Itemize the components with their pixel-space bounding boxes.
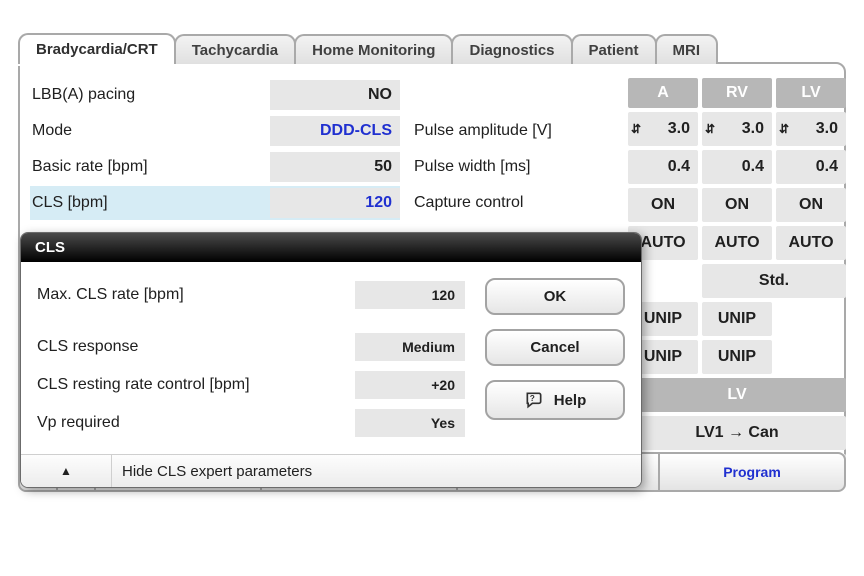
param-value: 120 — [270, 188, 400, 218]
lv-section-header: LV — [628, 378, 846, 412]
param-label: LBB(A) pacing — [30, 86, 270, 104]
cell-unip-2b[interactable]: UNIP — [702, 340, 772, 374]
param-value: DDD-CLS — [270, 116, 400, 146]
cell-amp-a[interactable]: ⇵3.0 — [628, 112, 698, 146]
stepper-icon: ⇵ — [704, 112, 716, 146]
col-header-rv: RV — [702, 78, 772, 108]
stepper-icon: ⇵ — [630, 112, 642, 146]
tab-bar: Bradycardia/CRT Tachycardia Home Monitor… — [18, 30, 846, 64]
param-lbb-pacing[interactable]: LBB(A) pacing NO — [30, 78, 400, 112]
param-cls-response[interactable]: CLS response Medium — [37, 330, 465, 364]
param-label: Vp required — [37, 414, 355, 432]
cell-auto-rv[interactable]: AUTO — [702, 226, 772, 260]
cell-auto-lv[interactable]: AUTO — [776, 226, 846, 260]
help-button[interactable]: ? Help — [485, 380, 625, 420]
right-grid: A RV LV ⇵3.0 ⇵3.0 ⇵3.0 0.4 0.4 0.4 ON ON… — [628, 78, 846, 488]
cell-std[interactable]: Std. — [702, 264, 846, 298]
param-vp-required[interactable]: Vp required Yes — [37, 406, 465, 440]
cls-dialog: CLS Max. CLS rate [bpm] 120 CLS response… — [20, 232, 642, 488]
dialog-buttons: OK Cancel ? Help — [485, 278, 625, 444]
cell-amp-rv[interactable]: ⇵3.0 — [702, 112, 772, 146]
param-cls[interactable]: CLS [bpm] 120 — [30, 186, 400, 220]
tab-tachycardia[interactable]: Tachycardia — [174, 34, 296, 64]
cancel-button[interactable]: Cancel — [485, 329, 625, 366]
param-value: Yes — [355, 409, 465, 437]
param-basic-rate[interactable]: Basic rate [bpm] 50 — [30, 150, 400, 184]
mid-label-pulse-amp: Pulse amplitude [V] — [414, 114, 614, 148]
toolbar-program[interactable]: Program — [660, 454, 844, 490]
cell-lv1-can-1[interactable]: LV1 → Can — [628, 416, 846, 450]
cell-capture-a[interactable]: ON — [628, 188, 698, 222]
stepper-icon: ⇵ — [778, 112, 790, 146]
col-header-lv: LV — [776, 78, 846, 108]
param-cls-resting-rate[interactable]: CLS resting rate control [bpm] +20 — [37, 368, 465, 402]
param-max-cls-rate[interactable]: Max. CLS rate [bpm] 120 — [37, 278, 465, 312]
tab-patient[interactable]: Patient — [571, 34, 657, 64]
right-grid-column: A RV LV ⇵3.0 ⇵3.0 ⇵3.0 0.4 0.4 0.4 ON ON… — [628, 78, 846, 488]
param-label: CLS [bpm] — [30, 194, 270, 212]
param-label: CLS resting rate control [bpm] — [37, 376, 355, 394]
mid-label-pulse-width: Pulse width [ms] — [414, 150, 614, 184]
dialog-footer: ▲ Hide CLS expert parameters — [21, 454, 641, 487]
cell-capture-lv[interactable]: ON — [776, 188, 846, 222]
dialog-title: CLS — [21, 233, 641, 262]
param-label: Max. CLS rate [bpm] — [37, 286, 355, 304]
param-label: Basic rate [bpm] — [30, 158, 270, 176]
mid-label-blank — [414, 78, 614, 112]
tab-mri[interactable]: MRI — [655, 34, 719, 64]
param-value: NO — [270, 80, 400, 110]
param-mode[interactable]: Mode DDD-CLS — [30, 114, 400, 148]
expander-toggle[interactable]: ▲ — [21, 455, 112, 487]
cell-width-lv[interactable]: 0.4 — [776, 150, 846, 184]
tab-bradycardia[interactable]: Bradycardia/CRT — [18, 33, 176, 64]
param-value: +20 — [355, 371, 465, 399]
help-button-label: Help — [554, 392, 587, 409]
main-panel: LBB(A) pacing NO Mode DDD-CLS Basic rate… — [18, 62, 846, 492]
dialog-params: Max. CLS rate [bpm] 120 CLS response Med… — [37, 278, 465, 444]
tab-home-monitoring[interactable]: Home Monitoring — [294, 34, 453, 64]
app-root: Bradycardia/CRT Tachycardia Home Monitor… — [0, 0, 864, 576]
param-value: Medium — [355, 333, 465, 361]
param-label: CLS response — [37, 338, 355, 356]
cell-width-a[interactable]: 0.4 — [628, 150, 698, 184]
col-header-a: A — [628, 78, 698, 108]
param-value: 50 — [270, 152, 400, 182]
cell-unip-1b[interactable]: UNIP — [702, 302, 772, 336]
ok-button[interactable]: OK — [485, 278, 625, 315]
svg-text:?: ? — [530, 393, 535, 403]
cell-capture-rv[interactable]: ON — [702, 188, 772, 222]
mid-label-capture-control: Capture control — [414, 186, 614, 220]
tab-diagnostics[interactable]: Diagnostics — [451, 34, 572, 64]
dialog-body: Max. CLS rate [bpm] 120 CLS response Med… — [21, 262, 641, 454]
param-value: 120 — [355, 281, 465, 309]
cell-width-rv[interactable]: 0.4 — [702, 150, 772, 184]
param-label: Mode — [30, 122, 270, 140]
cell-amp-lv[interactable]: ⇵3.0 — [776, 112, 846, 146]
expander-label: Hide CLS expert parameters — [112, 463, 312, 480]
help-icon: ? — [524, 390, 544, 410]
